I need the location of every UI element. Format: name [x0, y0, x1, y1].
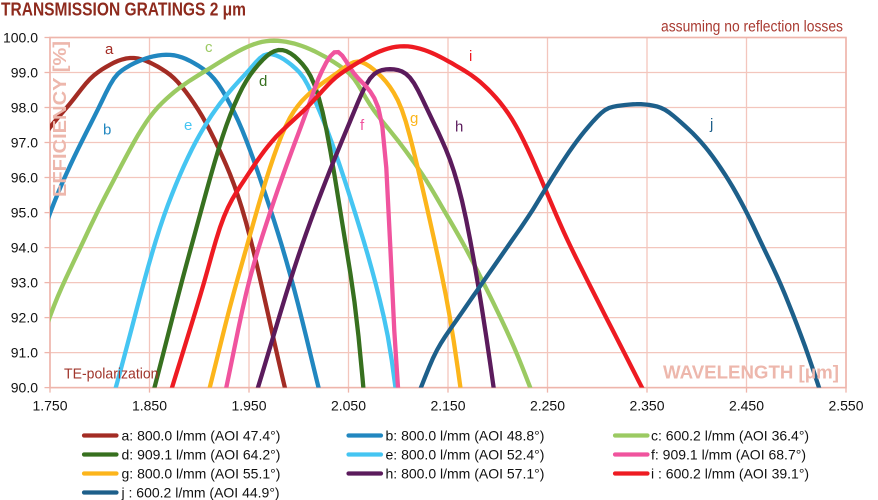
svg-text:96.0: 96.0 — [11, 170, 38, 186]
svg-text:2.550: 2.550 — [828, 398, 863, 414]
svg-text:90.0: 90.0 — [11, 380, 38, 396]
svg-text:e: 800.0 l/mm (AOI 52.4°): e: 800.0 l/mm (AOI 52.4°) — [386, 446, 545, 462]
svg-text:2.450: 2.450 — [729, 398, 764, 414]
svg-text:i: i — [469, 48, 472, 65]
svg-text:b: b — [103, 122, 111, 139]
svg-text:assuming no reflection losses: assuming no reflection losses — [661, 19, 843, 36]
svg-text:2.350: 2.350 — [629, 398, 664, 414]
svg-text:f: f — [360, 117, 365, 134]
svg-text:a: a — [105, 41, 114, 58]
svg-text:d: d — [259, 73, 267, 90]
svg-text:WAVELENGTH [μm]: WAVELENGTH [μm] — [663, 363, 839, 383]
svg-text:f: 909.1 l/mm (AOI 68.7°): f: 909.1 l/mm (AOI 68.7°) — [651, 446, 806, 462]
svg-text:TRANSMISSION GRATINGS 2 μm: TRANSMISSION GRATINGS 2 μm — [1, 0, 246, 20]
svg-text:g: 800.0 l/mm (AOI 55.1°): g: 800.0 l/mm (AOI 55.1°) — [122, 465, 281, 481]
svg-text:e: e — [184, 117, 192, 134]
svg-text:c: 600.2 l/mm (AOI 36.4°): c: 600.2 l/mm (AOI 36.4°) — [651, 427, 809, 443]
svg-text:d: 909.1 l/mm (AOI 64.2°): d: 909.1 l/mm (AOI 64.2°) — [122, 446, 281, 462]
svg-text:h: 800.0 l/mm (AOI 57.1°): h: 800.0 l/mm (AOI 57.1°) — [386, 465, 545, 481]
svg-text:TE-polarization: TE-polarization — [64, 366, 159, 383]
svg-text:h: h — [455, 119, 463, 136]
svg-text:i : 600.2 l/mm (AOI 39.1°): i : 600.2 l/mm (AOI 39.1°) — [651, 465, 809, 481]
svg-text:2.150: 2.150 — [430, 398, 465, 414]
svg-text:1.950: 1.950 — [231, 398, 266, 414]
svg-text:c: c — [205, 39, 213, 56]
svg-text:2.250: 2.250 — [530, 398, 565, 414]
svg-text:95.0: 95.0 — [11, 205, 38, 221]
svg-text:2.050: 2.050 — [331, 398, 366, 414]
svg-text:g: g — [410, 110, 418, 127]
svg-text:j : 600.2 l/mm (AOI 44.9°): j : 600.2 l/mm (AOI 44.9°) — [121, 484, 280, 500]
svg-text:94.0: 94.0 — [11, 240, 38, 256]
svg-text:a: 800.0 l/mm (AOI 47.4°): a: 800.0 l/mm (AOI 47.4°) — [122, 427, 281, 443]
svg-text:1.750: 1.750 — [32, 398, 67, 414]
svg-text:98.0: 98.0 — [11, 100, 38, 116]
svg-text:97.0: 97.0 — [11, 135, 38, 151]
svg-text:b: 800.0 l/mm (AOI 48.8°): b: 800.0 l/mm (AOI 48.8°) — [386, 427, 545, 443]
svg-text:100.0: 100.0 — [3, 30, 38, 46]
svg-text:1.850: 1.850 — [132, 398, 167, 414]
svg-text:EFFICIENCY [%]: EFFICIENCY [%] — [50, 41, 70, 197]
svg-text:99.0: 99.0 — [11, 65, 38, 81]
svg-text:93.0: 93.0 — [11, 275, 38, 291]
svg-text:92.0: 92.0 — [11, 310, 38, 326]
svg-text:j: j — [709, 116, 713, 133]
svg-text:91.0: 91.0 — [11, 345, 38, 361]
